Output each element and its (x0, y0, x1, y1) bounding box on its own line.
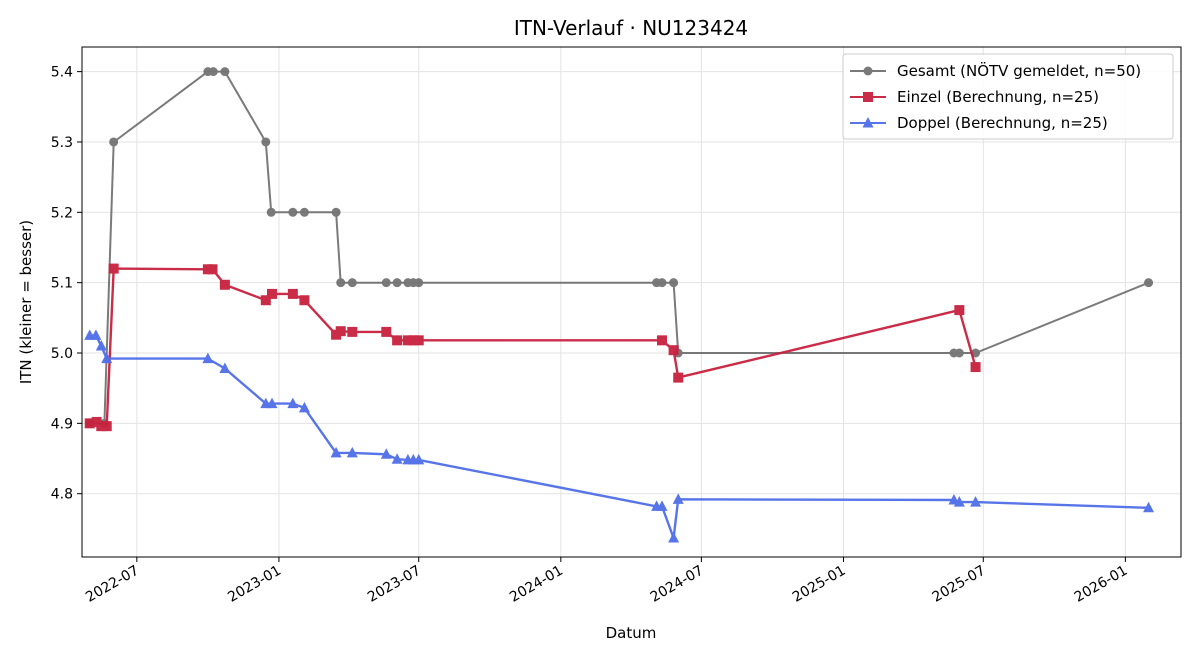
data-point-doppel (413, 453, 425, 465)
data-point-einzel (673, 372, 684, 383)
series-layer (84, 67, 1155, 543)
data-point-gesamt (109, 137, 119, 147)
data-point-einzel (408, 335, 419, 346)
data-point-doppel (1143, 501, 1155, 513)
data-point-einzel (392, 335, 403, 346)
legend-box (842, 53, 1174, 140)
legend-marker (863, 66, 873, 76)
legend-label-gesamt: Gesamt (NÖTV gemeldet, n=50) (897, 61, 1141, 80)
data-point-einzel (970, 362, 981, 373)
y-tick-label: 5.0 (51, 346, 73, 362)
data-point-gesamt (266, 207, 276, 217)
series-doppel (84, 329, 1155, 543)
y-axis-label: ITN (kleiner = besser) (17, 220, 35, 384)
data-point-einzel (266, 288, 277, 299)
data-point-einzel (108, 263, 119, 274)
legend-label-doppel: Doppel (Berechnung, n=25) (897, 114, 1108, 132)
data-point-gesamt (669, 278, 679, 288)
y-tick-label: 5.4 (51, 65, 73, 81)
data-point-doppel (95, 339, 107, 351)
data-point-doppel (219, 362, 231, 373)
legend-swatch-doppel (850, 117, 886, 128)
legend-swatch-einzel (850, 92, 886, 102)
data-point-doppel (380, 448, 392, 459)
y-axis-ticks: 4.8 4.9 5.0 5.1 5.2 5.3 5.4 (51, 65, 82, 503)
data-point-gesamt (392, 278, 402, 288)
data-point-einzel (954, 305, 965, 316)
y-tick-label: 4.8 (51, 487, 73, 503)
data-point-gesamt (414, 278, 424, 288)
y-tick-label: 5.2 (51, 205, 73, 221)
data-point-einzel (101, 421, 112, 432)
data-point-einzel (381, 326, 392, 337)
data-point-doppel (90, 329, 102, 340)
data-point-gesamt (657, 278, 667, 288)
data-point-doppel (101, 352, 113, 364)
data-point-einzel (219, 279, 230, 290)
plot-frame (81, 46, 1182, 558)
x-axis-label: Datum (606, 624, 657, 642)
data-point-gesamt (288, 207, 298, 217)
data-point-einzel (207, 264, 218, 275)
y-tick-label: 4.9 (51, 416, 73, 432)
data-point-doppel (346, 446, 358, 458)
data-point-gesamt (954, 348, 964, 358)
data-point-einzel (413, 335, 424, 346)
data-point-doppel (266, 397, 278, 409)
data-point-doppel (668, 532, 680, 543)
legend-label-einzel: Einzel (Berechnung, n=25) (897, 88, 1099, 106)
data-point-gesamt (1144, 278, 1154, 288)
legend-marker (863, 92, 873, 102)
data-point-einzel (84, 418, 95, 429)
data-point-einzel (335, 326, 346, 337)
data-point-doppel (672, 493, 684, 504)
data-point-doppel (656, 500, 668, 511)
data-point-doppel (298, 401, 310, 413)
data-point-gesamt (381, 278, 391, 288)
data-point-gesamt (220, 67, 230, 77)
data-point-einzel (347, 326, 358, 337)
data-point-gesamt (331, 207, 341, 217)
series-einzel (84, 263, 981, 432)
data-point-doppel (202, 352, 214, 364)
data-point-doppel (970, 496, 982, 507)
data-point-einzel (402, 335, 413, 346)
chart-title: ITN-Verlauf · NU123424 (514, 16, 748, 40)
legend: Gesamt (NÖTV gemeldet, n=50) Einzel (Bere… (842, 53, 1174, 140)
data-point-gesamt (261, 137, 271, 147)
data-point-gesamt (336, 278, 346, 288)
data-point-einzel (299, 295, 310, 306)
legend-marker (862, 117, 874, 128)
data-point-gesamt (347, 278, 357, 288)
y-tick-label: 5.1 (51, 276, 73, 292)
data-point-gesamt (208, 67, 218, 77)
data-point-doppel (330, 446, 342, 458)
data-point-einzel (668, 345, 679, 356)
data-point-einzel (287, 288, 298, 299)
data-point-doppel (287, 397, 299, 409)
legend-swatch-gesamt (850, 66, 886, 76)
data-point-doppel (391, 453, 403, 464)
y-tick-label: 5.3 (51, 135, 73, 151)
data-point-doppel (953, 496, 965, 507)
data-point-einzel (657, 335, 668, 346)
data-point-gesamt (299, 207, 309, 217)
data-point-einzel (96, 421, 107, 432)
data-point-einzel (260, 295, 271, 306)
